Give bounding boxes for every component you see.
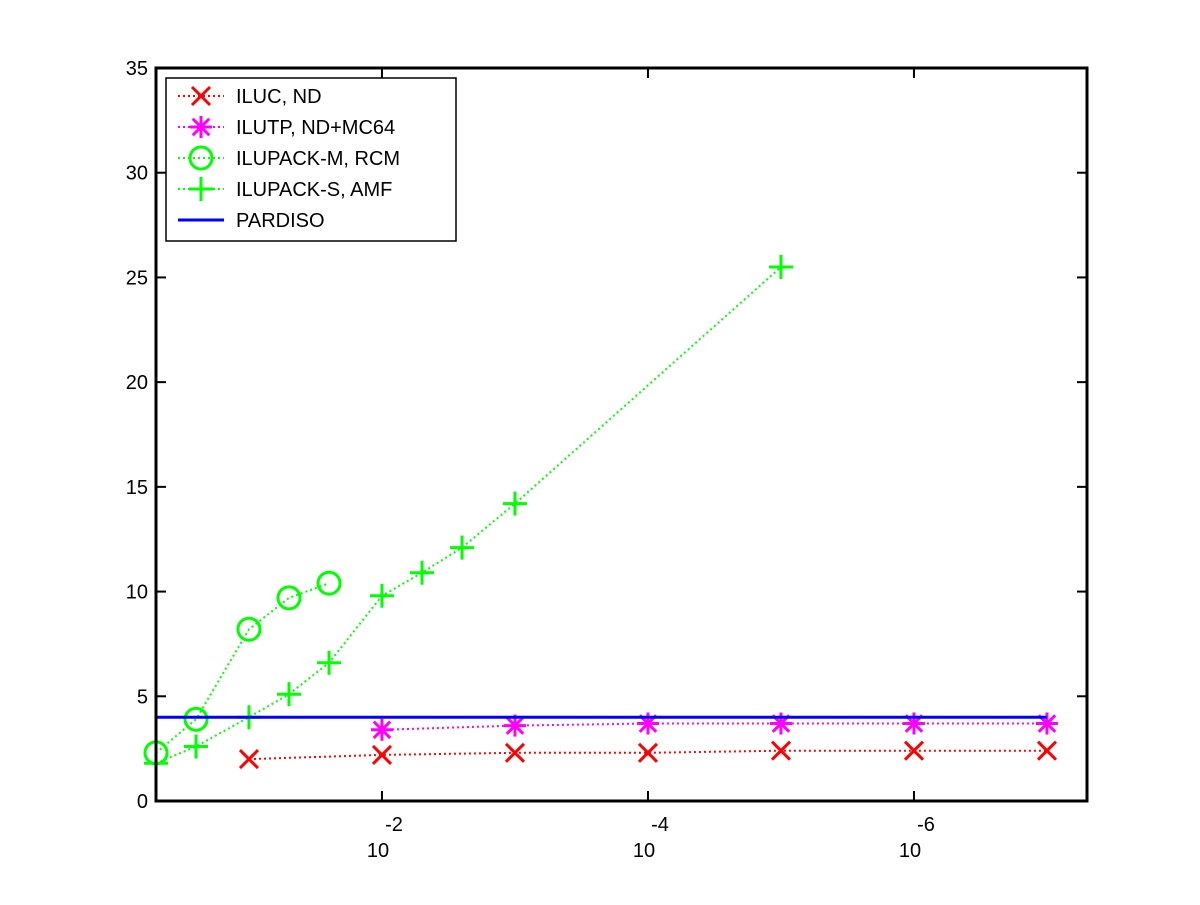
legend-marker-2 bbox=[188, 145, 214, 171]
series-0-point-4 bbox=[770, 740, 792, 761]
series-line-2 bbox=[155, 582, 330, 754]
legend-marker-1 bbox=[190, 116, 212, 138]
y-tick-label-1: 5 bbox=[137, 686, 148, 708]
y-tick-label-6: 30 bbox=[126, 163, 148, 185]
series-3-point-8 bbox=[502, 491, 527, 516]
y-tick-label-3: 15 bbox=[126, 477, 148, 499]
x-tick-exponent-0: -2 bbox=[385, 814, 403, 836]
series-0-point-6 bbox=[1036, 740, 1058, 761]
series-3-point-6 bbox=[410, 560, 434, 585]
series-0-point-5 bbox=[903, 740, 925, 761]
series-0-point-2 bbox=[504, 742, 526, 763]
x-tick-exponent-1: -4 bbox=[651, 814, 669, 836]
legend-entry-2: ILUPACK-M, RCM bbox=[178, 145, 400, 171]
legend-label-0: ILUC, ND bbox=[236, 86, 322, 108]
legend-entry-4: PARDISO bbox=[178, 210, 325, 232]
y-tick-label-0: 0 bbox=[137, 791, 148, 813]
series-0-point-0 bbox=[238, 749, 260, 770]
series-1-point-0 bbox=[370, 718, 393, 741]
x-tick-label-2: 10 bbox=[899, 840, 921, 862]
plot-frame bbox=[154, 66, 1089, 803]
series-2 bbox=[143, 570, 342, 766]
x-tick-exponent-2: -6 bbox=[917, 814, 935, 836]
y-tick-label-2: 10 bbox=[126, 582, 148, 604]
series-0-point-3 bbox=[637, 742, 659, 763]
legend-marker-0 bbox=[190, 85, 212, 107]
y-tick-label-4: 20 bbox=[126, 372, 148, 394]
series-0 bbox=[238, 740, 1058, 770]
legend: ILUC, ND ILUTP, ND+MC64 ILUPACK-M, RCM ILUP… bbox=[165, 77, 457, 242]
legend-label-3: ILUPACK-S, AMF bbox=[236, 179, 392, 201]
legend-box bbox=[165, 77, 457, 242]
x-tick-label-1: 10 bbox=[633, 840, 655, 862]
y-tick-label-5: 25 bbox=[126, 267, 148, 289]
x-tick-label-0: 10 bbox=[367, 840, 389, 862]
series-3-point-9 bbox=[768, 254, 793, 279]
series-3-point-5 bbox=[369, 583, 394, 608]
legend-label-4: PARDISO bbox=[236, 210, 325, 232]
legend-entry-3: ILUPACK-S, AMF bbox=[178, 177, 392, 201]
legend-entry-0: ILUC, ND bbox=[178, 85, 322, 108]
tick-layer: 0 5 10 15 20 25 30 35 10 -2 10 -4 10 -6 bbox=[126, 58, 1087, 862]
series-3-point-4 bbox=[317, 650, 342, 675]
series-0-point-1 bbox=[371, 744, 393, 765]
legend-entry-1: ILUTP, ND+MC64 bbox=[178, 116, 395, 139]
y-tick-label-7: 35 bbox=[126, 58, 148, 80]
series-3-point-3 bbox=[277, 682, 301, 707]
legend-label-2: ILUPACK-M, RCM bbox=[236, 148, 400, 170]
series-2-point-3 bbox=[276, 585, 302, 611]
series-2-point-4 bbox=[316, 570, 342, 596]
series-2-point-2 bbox=[236, 616, 262, 642]
legend-label-1: ILUTP, ND+MC64 bbox=[236, 117, 395, 139]
legend-marker-3 bbox=[189, 177, 213, 201]
series-layer bbox=[143, 254, 1058, 776]
series-3-point-7 bbox=[450, 535, 475, 560]
series-2-point-1 bbox=[183, 706, 209, 732]
series-3-point-1 bbox=[184, 734, 209, 759]
series-line-1 bbox=[381, 722, 1047, 731]
